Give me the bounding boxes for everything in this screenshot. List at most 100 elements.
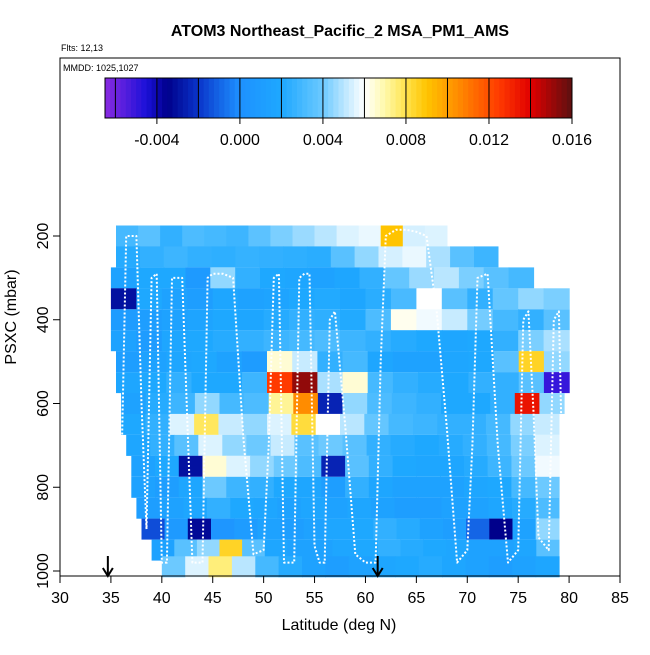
- heatmap-cell: [492, 309, 519, 331]
- heatmap-cell: [512, 556, 537, 578]
- colorbar-segment: [442, 78, 448, 118]
- colorbar-segment: [146, 78, 153, 118]
- heatmap-cell: [164, 518, 189, 540]
- heatmap-cell: [474, 246, 499, 268]
- flights-label: Flts: 12,13: [61, 43, 103, 53]
- heatmap-cell: [491, 539, 515, 561]
- colorbar-segment: [416, 78, 423, 118]
- heatmap-cell: [535, 556, 560, 578]
- colorbar-tick-label: 0.004: [303, 132, 343, 149]
- heatmap-cell: [191, 372, 218, 394]
- heatmap-cell: [468, 539, 492, 561]
- x-axis-label: Latitude (deg N): [282, 617, 397, 634]
- heatmap-cell: [241, 351, 268, 373]
- heatmap-cell: [257, 518, 282, 540]
- heatmap-cell: [392, 372, 419, 394]
- heatmap-cell: [355, 539, 379, 561]
- heatmap-cell: [270, 225, 294, 247]
- heatmap-cell: [380, 225, 404, 247]
- colorbar-segment: [296, 78, 303, 118]
- x-tick-label: 75: [509, 590, 527, 607]
- heatmap-cell: [289, 288, 316, 310]
- heatmap-cell: [543, 372, 570, 394]
- heatmap-cell: [259, 246, 284, 268]
- heatmap-cell: [178, 455, 204, 477]
- heatmap-cell: [543, 288, 570, 310]
- heatmap-cell: [330, 246, 356, 268]
- heatmap-cell: [300, 497, 325, 519]
- colorbar-segment: [156, 78, 163, 118]
- heatmap-cell: [248, 225, 272, 247]
- heatmap-cell: [187, 288, 214, 310]
- heatmap-cell: [317, 372, 344, 394]
- colorbar-segment: [193, 78, 199, 118]
- heatmap-cell: [512, 497, 537, 519]
- colorbar-segment: [120, 78, 127, 118]
- heatmap-cell: [110, 267, 137, 289]
- x-tick-label: 70: [458, 590, 476, 607]
- colorbar-segment: [307, 78, 314, 118]
- heatmap-cell: [170, 393, 196, 414]
- heatmap-row: [161, 556, 560, 578]
- heatmap-cell: [416, 330, 443, 352]
- heatmap-cell: [263, 288, 290, 310]
- colorbar-segment: [343, 78, 350, 118]
- colorbar-tick-label: -0.004: [134, 132, 179, 149]
- heatmap-cell: [534, 434, 560, 456]
- colorbar-segment: [286, 78, 293, 118]
- heatmap-cell: [483, 267, 510, 289]
- heatmap-row: [131, 476, 560, 498]
- heatmap-cell: [518, 330, 545, 352]
- heatmap-cell: [466, 518, 490, 540]
- colorbar-segment: [411, 78, 417, 118]
- heatmap-cell: [414, 434, 440, 456]
- colorbar-frame: [104, 77, 573, 119]
- colorbar-segment: [239, 78, 246, 118]
- heatmap-cell: [121, 393, 147, 414]
- heatmap-cell: [324, 497, 349, 519]
- heatmap-cell: [416, 476, 441, 498]
- heatmap-cell: [242, 413, 268, 435]
- heatmap-cell: [292, 372, 318, 394]
- colorbar-segment: [162, 78, 168, 118]
- heatmap-cell: [244, 393, 270, 414]
- heatmap-cell: [273, 455, 299, 477]
- colorbar-segment: [198, 78, 205, 118]
- colorbar-segment: [333, 78, 339, 118]
- heatmap-cell: [183, 497, 208, 519]
- heatmap-cell: [155, 455, 180, 477]
- heatmap-cell: [116, 351, 142, 373]
- heatmap-cell: [145, 413, 171, 435]
- heatmap-cell: [135, 267, 162, 289]
- heatmap-cell: [235, 246, 260, 268]
- heatmap-cell: [139, 246, 165, 268]
- heatmap-cell: [535, 476, 560, 498]
- heatmap-cell: [416, 393, 442, 414]
- colorbar-segment: [463, 78, 469, 118]
- heatmap-cell: [297, 455, 322, 477]
- heatmap-cell: [512, 518, 537, 540]
- heatmap-cell: [367, 351, 394, 373]
- colorbar-segment: [141, 78, 148, 118]
- heatmap-cell: [219, 393, 245, 414]
- colorbar-segment: [250, 78, 256, 118]
- colorbar-segment: [172, 78, 179, 118]
- heatmap-cell: [442, 518, 467, 540]
- heatmap-cell: [391, 393, 417, 414]
- heatmap-cell: [141, 518, 166, 540]
- heatmap-cell: [318, 434, 344, 456]
- heatmap-cell: [235, 267, 261, 289]
- heatmap-cell: [136, 497, 161, 519]
- heatmap-cell: [418, 351, 444, 373]
- colorbar-segment: [364, 78, 371, 118]
- colorbar-segment: [437, 78, 443, 118]
- colorbar-segment: [271, 78, 277, 118]
- surface-arrow: [102, 556, 114, 578]
- colorbar-segment: [369, 78, 376, 118]
- colorbar-segment: [504, 78, 511, 118]
- heatmap-cell: [467, 288, 494, 310]
- heatmap-cell: [513, 539, 537, 561]
- heatmap-cell: [277, 497, 302, 519]
- heatmap-cell: [424, 225, 448, 247]
- heatmap-cell: [226, 455, 251, 477]
